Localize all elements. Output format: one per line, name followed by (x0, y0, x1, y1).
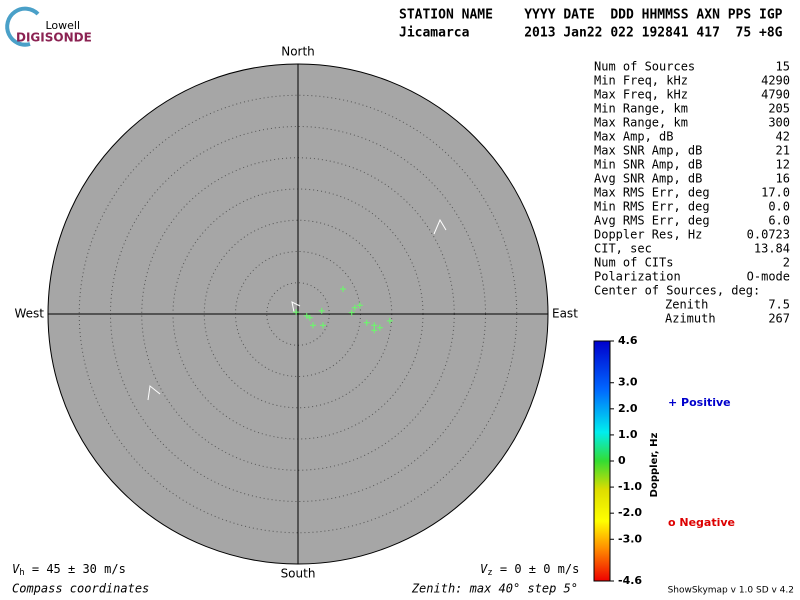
source-marker (348, 309, 355, 316)
stat-value: 13.84 (754, 242, 790, 256)
north-label: North (281, 45, 315, 59)
center-value: 7.5 (768, 298, 790, 312)
center-label: Azimuth (665, 312, 716, 326)
header-line1: STATION NAME YYYY DATE DDD HHMMSS AXN PP… (399, 8, 783, 23)
source-marker (371, 327, 378, 334)
stat-value: 21 (776, 144, 790, 158)
colorbar-tick-label: 0 (618, 454, 626, 467)
source-marker (356, 302, 363, 309)
stat-label: Max Range, km (594, 116, 688, 130)
stat-value: 12 (776, 158, 790, 172)
colorbar-label: Doppler, Hz (649, 433, 660, 498)
center-label: Zenith (665, 298, 708, 312)
stat-label: Avg SNR Amp, dB (594, 172, 702, 186)
colorbar-tick-label: -2.0 (618, 506, 642, 519)
zenith-text: Zenith: max 40° step 5° (411, 582, 578, 596)
stat-value: 0.0 (768, 200, 790, 214)
source-marker (293, 309, 300, 316)
stat-value: 6.0 (768, 214, 790, 228)
source-marker (376, 324, 383, 331)
stat-value: 300 (768, 116, 790, 130)
source-marker (386, 317, 393, 324)
stat-value: O-mode (747, 270, 790, 284)
stat-label: CIT, sec (594, 242, 652, 256)
stat-value: 4290 (761, 74, 790, 88)
stat-label: Min Freq, kHz (594, 74, 688, 88)
colorbar-tick-label: 3.0 (618, 376, 638, 389)
stat-label: Doppler Res, Hz (594, 228, 702, 242)
stat-label: Min Range, km (594, 102, 688, 116)
stat-value: 15 (776, 60, 790, 74)
west-label: West (14, 307, 44, 321)
stat-value: 0.0723 (747, 228, 790, 242)
stat-label: Num of Sources (594, 60, 695, 74)
logo-top: Lowell (45, 19, 80, 32)
stat-label: Polarization (594, 270, 681, 284)
stat-label: Min RMS Err, deg (594, 200, 710, 214)
vh-text: Vh = 45 ± 30 m/s (12, 562, 126, 578)
colorbar-tick-label: -3.0 (618, 532, 642, 545)
legend-positive: + Positive (668, 396, 731, 409)
stat-label: Min SNR Amp, dB (594, 158, 702, 172)
colorbar-tick-label: 1.0 (618, 428, 638, 441)
colorbar-tick-label: -1.0 (618, 480, 642, 493)
logo-bottom: DIGISONDE (16, 31, 92, 45)
colorbar-tick-label: 4.6 (618, 334, 638, 347)
south-label: South (281, 567, 316, 581)
stat-value: 42 (776, 130, 790, 144)
stat-label: Max SNR Amp, dB (594, 144, 702, 158)
stat-label: Avg RMS Err, deg (594, 214, 710, 228)
logo-arc (5, 6, 40, 47)
east-label: East (552, 307, 578, 321)
stat-value: 16 (776, 172, 790, 186)
source-marker (306, 314, 313, 321)
source-marker (303, 312, 310, 319)
stat-label: Num of CITs (594, 256, 673, 270)
source-marker (310, 322, 316, 329)
source-marker (351, 304, 358, 311)
center-title: Center of Sources, deg: (594, 284, 760, 298)
source-marker (320, 322, 326, 329)
source-marker (340, 286, 346, 292)
stat-label: Max Freq, kHz (594, 88, 688, 102)
source-marker (363, 319, 370, 326)
coords-text: Compass coordinates (12, 582, 149, 596)
vz-text: Vz = 0 ± 0 m/s (480, 562, 579, 578)
version-text: ShowSkymap v 1.0 SD v 4.2 (668, 586, 794, 596)
colorbar-tick-label: 2.0 (618, 402, 638, 415)
stat-value: 17.0 (761, 186, 790, 200)
stat-value: 2 (783, 256, 790, 270)
stat-label: Max Amp, dB (594, 130, 673, 144)
stat-value: 205 (768, 102, 790, 116)
colorbar-tick-label: -4.6 (618, 574, 642, 587)
stat-value: 4790 (761, 88, 790, 102)
colorbar (593, 340, 611, 582)
source-marker (318, 307, 325, 314)
legend-negative: o Negative (668, 516, 735, 529)
header-line2: Jicamarca 2013 Jan22 022 192841 417 75 +… (399, 26, 783, 41)
velocity-arrows (147, 218, 447, 401)
stat-label: Max RMS Err, deg (594, 186, 710, 200)
center-value: 267 (768, 312, 790, 326)
